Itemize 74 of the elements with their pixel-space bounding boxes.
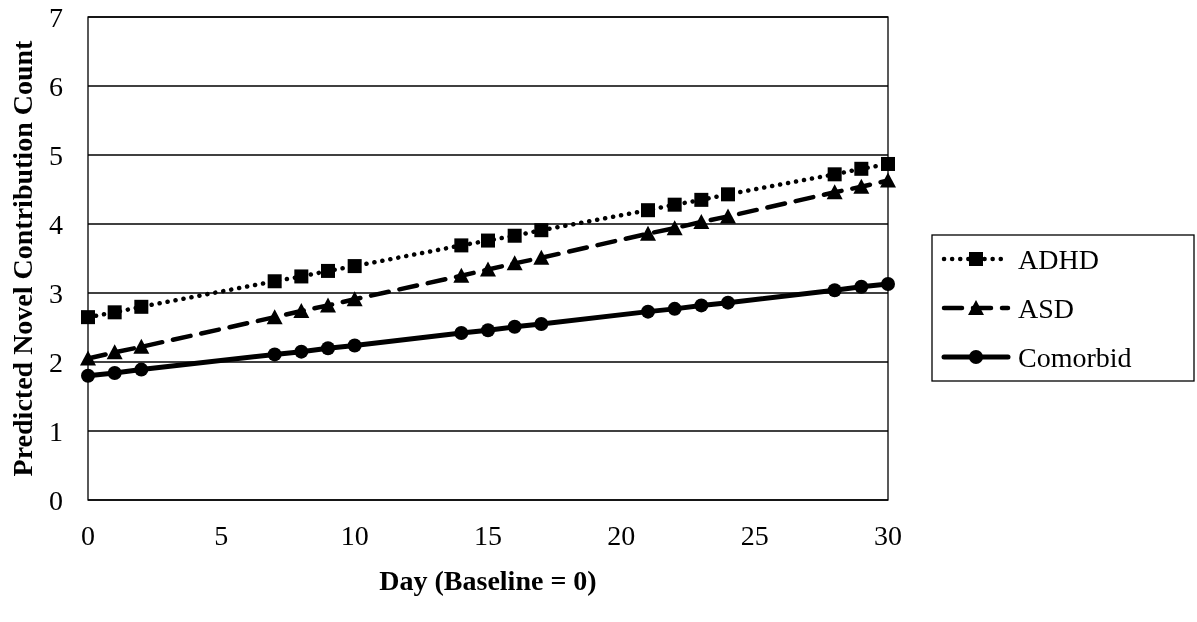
point [881,156,895,171]
x-tick-label: 20 [607,520,636,551]
point [667,197,682,212]
point [267,347,282,362]
point [481,323,495,338]
point [454,238,469,253]
y-tick-label: 6 [49,70,63,102]
y-tick-label: 1 [49,415,63,447]
point [641,304,655,319]
point [293,302,310,318]
y-axis-title: Predicted Novel Contribution Count [7,39,38,477]
x-tick-label: 0 [81,520,95,551]
x-tick-label: 15 [474,520,502,551]
legend-label: Comorbid [1018,341,1132,373]
point [480,261,496,277]
point [693,213,710,229]
point [826,184,843,200]
point [667,301,682,316]
point [347,338,362,353]
point [134,299,149,314]
point [107,305,122,320]
point [854,279,869,294]
point [266,309,283,325]
point [694,192,709,207]
point [453,267,470,283]
point [721,295,735,310]
point [507,319,522,334]
point [81,310,95,325]
x-axis-title: Day (Baseline = 0) [379,565,597,596]
point [321,341,335,356]
x-tick-label: 10 [340,520,369,551]
x-tick-label: 25 [740,520,769,551]
point [666,220,683,236]
point [854,161,869,176]
point [267,274,282,289]
point [534,317,549,332]
point [507,228,522,243]
point [853,178,870,194]
point [881,277,895,292]
point [640,225,656,241]
point [320,297,336,313]
point [134,362,149,377]
point [80,350,96,366]
point [720,208,736,224]
legend-label: ADHD [1018,243,1099,275]
point [533,249,550,265]
point [321,263,335,278]
y-tick-label: 0 [49,484,63,516]
y-tick-label: 7 [49,1,63,33]
point [81,368,95,383]
point [827,167,842,182]
point [454,326,469,341]
y-tick-label: 5 [49,139,63,171]
point [827,283,842,298]
point [294,344,309,359]
legend-label: ASD [1018,292,1075,324]
point [641,203,655,218]
point [346,291,363,307]
point [721,187,735,202]
y-tick-label: 4 [49,208,63,240]
x-tick-label: 5 [214,520,229,551]
point [534,223,549,238]
x-tick-label: 30 [874,520,902,551]
point [880,172,896,188]
y-tick-label: 2 [49,346,63,378]
point [107,366,122,381]
point [694,298,709,313]
point [506,255,523,271]
point [106,344,123,360]
point [347,259,362,274]
point [133,338,150,354]
point [481,233,495,248]
y-tick-label: 3 [49,277,63,309]
point [294,269,309,284]
